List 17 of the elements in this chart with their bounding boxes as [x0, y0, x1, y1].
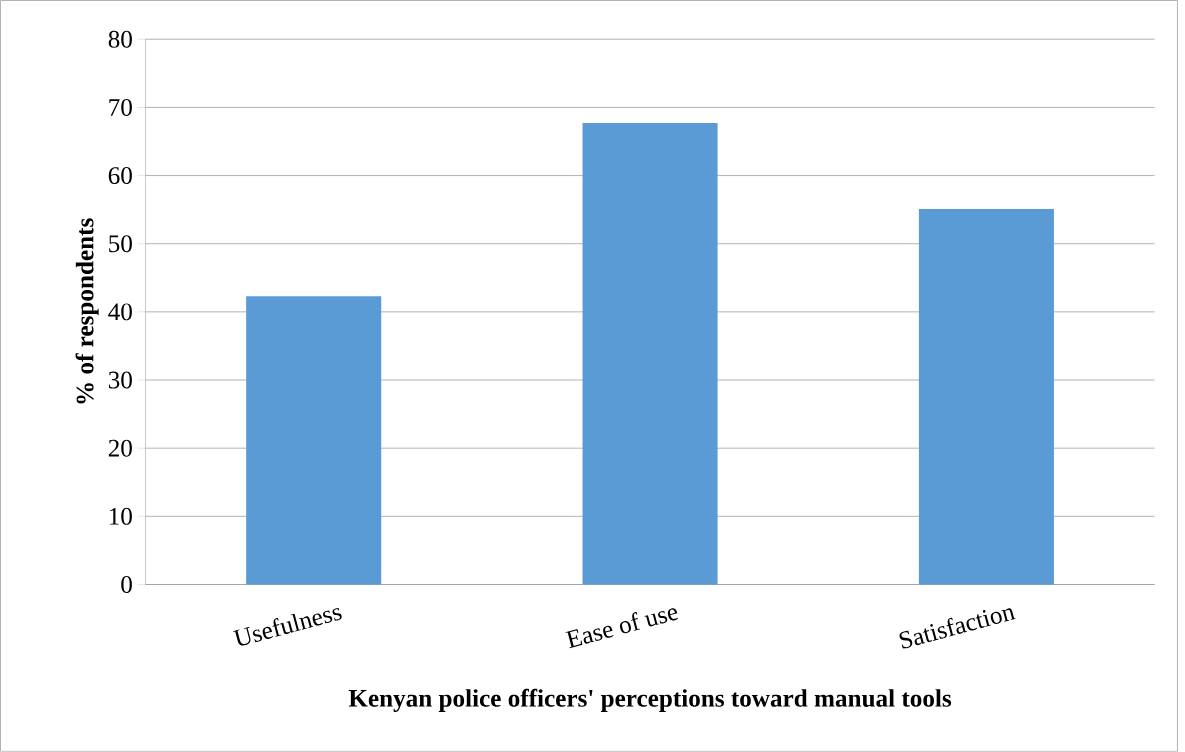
y-tick-label: 10: [109, 507, 132, 525]
y-tick-label: 60: [108, 167, 132, 185]
y-tick-label: 80: [108, 30, 132, 48]
x-tick-label: Usefulness: [232, 608, 342, 646]
x-axis-title: Kenyan police officers' perceptions toward manual tools: [348, 688, 952, 713]
bar: [246, 296, 382, 585]
x-tick-label: Ease of use: [565, 608, 679, 649]
y-tick-label: 50: [109, 235, 132, 253]
y-tick-label: 40: [108, 303, 132, 321]
y-tick-label: 30: [108, 371, 132, 389]
y-tick-label: 0: [121, 576, 132, 594]
bar: [582, 123, 718, 585]
x-tick-label: Satisfaction: [899, 608, 1016, 649]
y-tick-label: 70: [109, 98, 132, 116]
bar: [918, 209, 1054, 585]
y-axis-title: % of respondents: [75, 218, 99, 404]
y-tick-label: 20: [108, 439, 132, 457]
